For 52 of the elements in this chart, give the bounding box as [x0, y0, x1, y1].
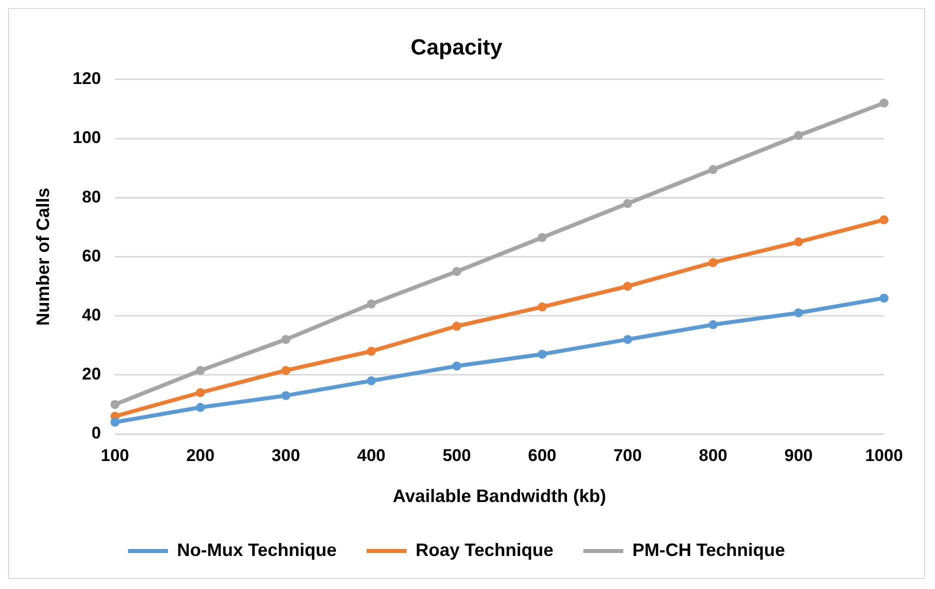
point: [794, 308, 804, 318]
x-tick-label: 400: [357, 446, 386, 465]
point: [281, 391, 290, 400]
point: [794, 131, 804, 140]
y-tick-label: 100: [72, 128, 101, 148]
point: [708, 165, 718, 174]
point: [366, 346, 376, 356]
y-tick-label: 0: [91, 424, 101, 443]
x-axis-title: Available Bandwidth (kb): [392, 486, 606, 506]
point: [880, 98, 888, 108]
x-tick-label: 800: [698, 446, 728, 465]
legend-label: Roay Technique: [416, 540, 554, 560]
point: [708, 258, 718, 268]
point: [281, 366, 290, 375]
y-tick-label: 20: [82, 364, 101, 384]
point: [196, 366, 205, 375]
y-axis-title: Number of Calls: [32, 188, 53, 326]
x-tick-label: 100: [100, 446, 130, 465]
point: [708, 320, 718, 330]
x-tick-label: 200: [186, 446, 215, 465]
x-tick-label: 1000: [865, 446, 903, 465]
point: [452, 266, 462, 276]
point: [110, 400, 120, 409]
chart-title: Capacity: [410, 34, 504, 60]
point: [281, 334, 290, 344]
y-tick-label: 40: [82, 305, 101, 324]
x-tick-label: 900: [784, 446, 813, 465]
point: [538, 232, 547, 242]
point: [538, 302, 547, 312]
point: [196, 388, 205, 398]
x-tick-label: 700: [613, 446, 642, 465]
legend-label: No-Mux Technique: [176, 540, 337, 560]
y-tick-label: 60: [82, 246, 101, 266]
point: [623, 282, 632, 291]
legend-label: PM-CH Technique: [632, 540, 786, 560]
y-tick-label: 80: [82, 187, 101, 206]
point: [794, 237, 804, 246]
x-tick-label: 500: [442, 446, 471, 465]
x-tick-label: 600: [528, 446, 556, 465]
point: [623, 199, 632, 208]
y-tick-label: 120: [72, 69, 101, 88]
point: [366, 376, 376, 386]
point: [110, 418, 120, 427]
x-tick-label: 300: [272, 446, 300, 465]
point: [366, 299, 376, 308]
point: [880, 294, 888, 303]
point: [452, 362, 462, 371]
point: [196, 402, 205, 412]
point: [623, 334, 632, 344]
point: [880, 215, 888, 224]
point: [538, 350, 547, 359]
point: [452, 322, 462, 331]
